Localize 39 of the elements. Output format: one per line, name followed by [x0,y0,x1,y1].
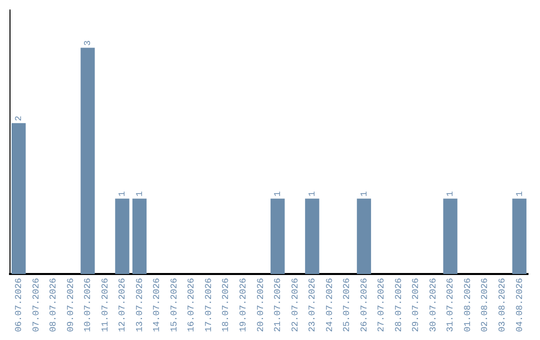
data-label: 1 [273,191,284,197]
x-tick-label: 13.07.2026 [134,278,145,332]
x-tick-label: 28.07.2026 [394,278,404,332]
x-tick-label: 30.07.2026 [428,278,438,332]
x-tick-label: 24.07.2026 [324,278,335,332]
x-tick-label: 19.07.2026 [238,278,248,332]
x-tick-label: 11.07.2026 [100,278,110,332]
data-label: 1 [514,191,525,197]
x-tick-label: 02.08.2026 [480,278,490,332]
x-tick-label: 17.07.2026 [204,278,214,332]
x-tick-label: 31.07.2026 [446,278,456,332]
x-tick-label: 06.07.2026 [14,278,24,332]
x-tick-label: 16.07.2026 [186,278,197,332]
data-label: 2 [14,116,24,122]
x-tick-label: 07.07.2026 [31,278,42,332]
x-tick-label: 22.07.2026 [290,278,300,332]
x-tick-label: 09.07.2026 [66,278,76,332]
data-label: 1 [308,191,318,197]
x-tick-label: 15.07.2026 [169,278,180,332]
data-label: 1 [446,191,456,197]
x-tick-label: 18.07.2026 [221,278,232,332]
data-label: 1 [359,191,370,197]
data-label: 1 [134,191,145,197]
x-tick-label: 04.08.2026 [514,278,525,332]
x-tick-label: 27.07.2026 [376,278,387,332]
x-tick-label: 23.07.2026 [308,278,318,332]
x-tick-label: 26.07.2026 [359,278,370,332]
data-label: 1 [118,191,128,197]
x-tick-label: 10.07.2026 [83,278,94,332]
x-tick-label: 14.07.2026 [152,278,162,332]
x-tick-label: 12.07.2026 [118,278,128,332]
data-label: 3 [83,40,94,46]
x-tick-label: 21.07.2026 [273,278,284,332]
x-tick-label: 29.07.2026 [411,278,422,332]
x-tick-label: 25.07.2026 [342,278,352,332]
x-tick-label: 01.08.2026 [462,278,473,332]
x-tick-label: 03.08.2026 [497,278,508,332]
x-tick-label: 08.07.2026 [48,278,59,332]
x-tick-label: 20.07.2026 [256,278,266,332]
